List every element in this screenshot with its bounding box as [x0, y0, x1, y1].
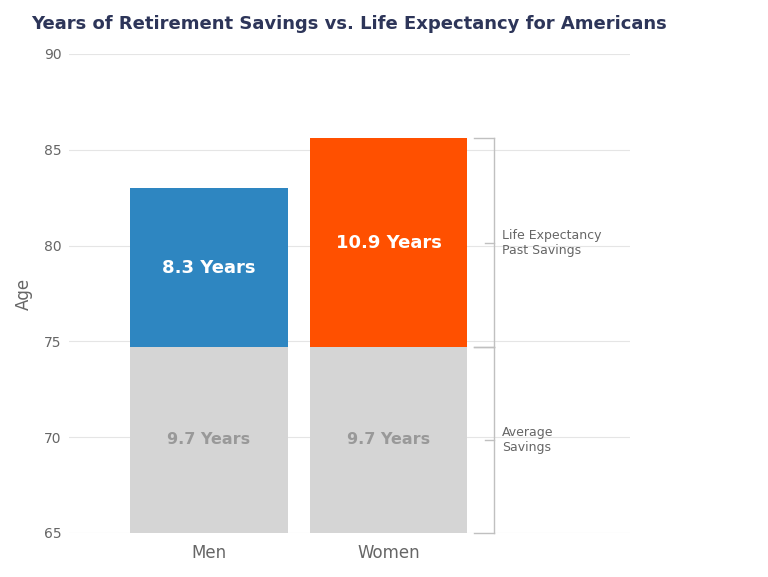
- Bar: [131, 347, 288, 533]
- Text: 8.3 Years: 8.3 Years: [162, 258, 256, 276]
- Text: Average
Savings: Average Savings: [502, 426, 554, 454]
- Text: 10.9 Years: 10.9 Years: [336, 234, 442, 252]
- Bar: [310, 138, 467, 347]
- Y-axis label: Age: Age: [15, 278, 33, 309]
- Text: 9.7 Years: 9.7 Years: [347, 433, 430, 448]
- Bar: [310, 347, 467, 533]
- Text: Life Expectancy
Past Savings: Life Expectancy Past Savings: [502, 228, 601, 257]
- Text: 9.7 Years: 9.7 Years: [167, 433, 250, 448]
- Bar: [131, 188, 288, 347]
- Title: Years of Retirement Savings vs. Life Expectancy for Americans: Years of Retirement Savings vs. Life Exp…: [31, 15, 667, 33]
